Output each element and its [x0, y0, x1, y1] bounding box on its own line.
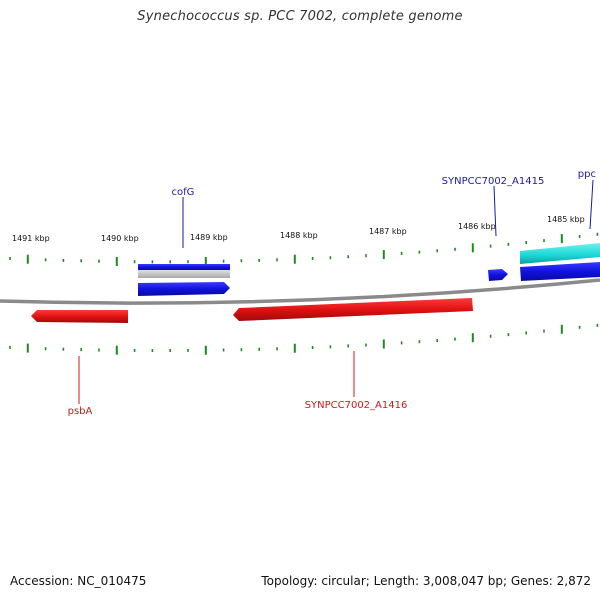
map-title: Synechococcus sp. PCC 7002, complete gen…: [137, 9, 463, 24]
inner-tick-ring: [9, 323, 599, 355]
gene-label-psbA[interactable]: psbA: [68, 406, 93, 417]
scale-label-1485: 1485 kbp: [547, 215, 585, 224]
gene-cofG-track[interactable]: [138, 264, 230, 296]
gene-cofG-upper-bar: [138, 264, 230, 270]
gene-ppc-track[interactable]: [520, 243, 600, 281]
accession-text: Accession: NC_010475: [10, 574, 147, 588]
gene-small-forward-arrow[interactable]: [488, 269, 508, 281]
genome-backbone: [0, 278, 600, 305]
scale-label-1488: 1488 kbp: [280, 231, 318, 240]
gene-psbA-arrow[interactable]: [31, 310, 128, 323]
gene-label-cofG[interactable]: cofG: [172, 187, 195, 198]
leader-line-ppc: [589, 179, 594, 230]
scale-label-1487: 1487 kbp: [369, 227, 407, 236]
gene-ppc-rna-bar: [520, 243, 600, 264]
gene-label-SYNPCC7002_A1415[interactable]: SYNPCC7002_A1415: [442, 176, 545, 187]
gene-cofG-shadow-bar: [138, 270, 230, 278]
scale-label-1486: 1486 kbp: [458, 222, 496, 231]
scale-label-1489: 1489 kbp: [190, 233, 228, 242]
gene-cofG-arrow[interactable]: [138, 282, 230, 296]
gene-ppc-arrow[interactable]: [520, 262, 600, 281]
gene-label-ppc[interactable]: ppc: [578, 169, 596, 180]
scale-label-1490: 1490 kbp: [101, 234, 139, 243]
genome-summary-text: Topology: circular; Length: 3,008,047 bp…: [261, 574, 591, 588]
gene-SYNPCC7002_A1416-arrow[interactable]: [233, 298, 473, 321]
gene-label-SYNPCC7002_A1416[interactable]: SYNPCC7002_A1416: [305, 400, 408, 411]
scale-label-1491: 1491 kbp: [12, 234, 50, 243]
leader-line-SYNPCC7002_A1415: [493, 185, 497, 237]
